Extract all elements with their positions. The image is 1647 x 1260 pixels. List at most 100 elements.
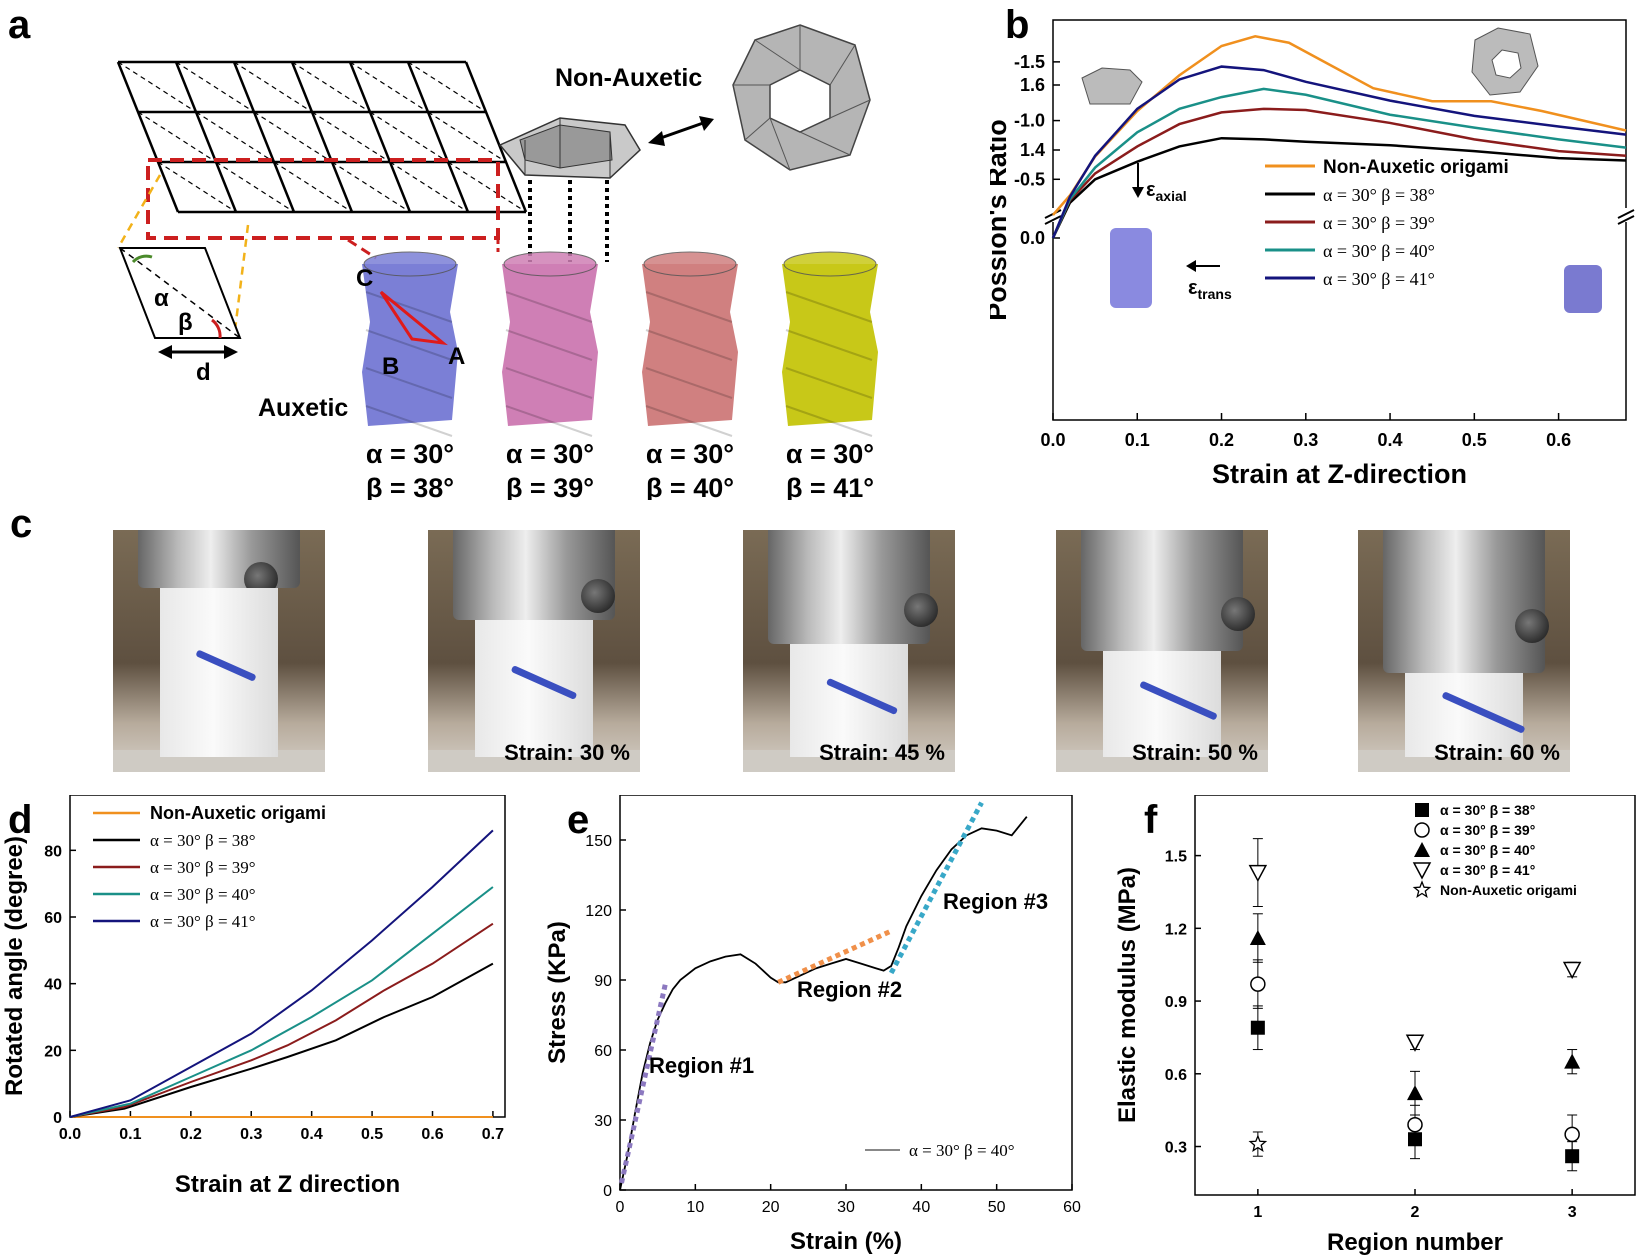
strain-caption: Strain: 60 % bbox=[1434, 740, 1560, 765]
data-point-series-3 bbox=[1249, 930, 1266, 946]
x-axis-label: Region number bbox=[1327, 1229, 1503, 1256]
crease-diagonal bbox=[215, 161, 295, 213]
tube-top bbox=[783, 251, 877, 277]
y-tick-label: 30 bbox=[594, 1113, 612, 1130]
x-tick-label: 0.6 bbox=[421, 1126, 443, 1143]
tube-top bbox=[363, 251, 457, 277]
y-tick-label: 0 bbox=[603, 1183, 612, 1200]
compression-photo-1 bbox=[113, 530, 325, 772]
press-bolt bbox=[1221, 596, 1256, 631]
y-tick-label: 120 bbox=[585, 903, 612, 920]
modulus-chart: 1 2 3 0.3 0.6 0.9 1.2 1.5 Region number Elastic m… bbox=[1114, 795, 1636, 1256]
crease-diagonal bbox=[331, 161, 411, 213]
crease-diagonal bbox=[389, 161, 469, 213]
crease-diagonal bbox=[175, 61, 255, 113]
x-tick-label: 0.2 bbox=[1209, 430, 1234, 450]
unit-cell-guide-right bbox=[233, 224, 250, 331]
tube-fold bbox=[365, 291, 453, 323]
x-tick-label: 10 bbox=[686, 1199, 704, 1216]
origami-specimen bbox=[1404, 672, 1524, 758]
compression-photo-3: Strain: 45 % bbox=[743, 530, 955, 772]
selection-guide-red bbox=[347, 238, 377, 260]
x-tick-label: 0.4 bbox=[1378, 430, 1403, 450]
x-tick-label: 0.7 bbox=[482, 1126, 504, 1143]
crease-v bbox=[174, 61, 238, 213]
y-tick-label: 1.6 bbox=[1020, 75, 1045, 95]
double-arrow bbox=[648, 116, 714, 146]
crease-v bbox=[116, 61, 180, 213]
y-tick-label: 0.6 bbox=[1165, 1067, 1187, 1084]
panel-label-a: a bbox=[8, 3, 31, 47]
x-tick-label: 3 bbox=[1568, 1204, 1577, 1221]
axis-break-mark bbox=[1617, 215, 1635, 225]
crease-diagonal bbox=[291, 61, 371, 113]
y-tick-label: 0.3 bbox=[1165, 1140, 1187, 1157]
data-point-series-1 bbox=[1250, 1020, 1265, 1035]
vertex-label-a: A bbox=[448, 343, 465, 370]
tube-alpha-label: α = 30° bbox=[646, 439, 734, 469]
x-tick-label: 0.0 bbox=[59, 1126, 81, 1143]
data-point-series-4 bbox=[1248, 864, 1268, 883]
crease-pattern bbox=[116, 60, 528, 214]
poisson-chart: 0.0 0.1 0.2 0.3 0.4 0.5 0.6 1.4 1.6 0.0 -0.5 -1.0 -1… bbox=[990, 19, 1635, 489]
panel-label-e: e bbox=[567, 798, 589, 842]
legend-label: α = 30° β = 41° bbox=[150, 912, 256, 931]
legend-marker bbox=[1412, 862, 1432, 880]
axial-subscript: axial bbox=[1156, 188, 1187, 204]
tube-fold bbox=[505, 291, 593, 323]
beta-label: β bbox=[178, 309, 193, 336]
legend-label: α = 30° β = 39° bbox=[150, 858, 256, 877]
crease-diagonal bbox=[137, 111, 217, 163]
press-plate bbox=[768, 530, 930, 644]
y-tick-label: 20 bbox=[44, 1043, 62, 1060]
tube-fold bbox=[645, 405, 733, 437]
axis-break-mark bbox=[1617, 209, 1635, 219]
crease-diagonal bbox=[117, 61, 197, 113]
selection-box bbox=[146, 158, 500, 240]
legend-marker bbox=[1414, 822, 1430, 838]
strain-caption: Strain: 50 % bbox=[1132, 740, 1258, 765]
folded-origami-icon bbox=[1081, 67, 1143, 105]
legend-label: Non-Auxetic origami bbox=[150, 803, 326, 823]
ring-icon-hole bbox=[1491, 49, 1522, 79]
crease-diagonal bbox=[233, 61, 313, 113]
auxetic-tube-icon bbox=[1110, 228, 1152, 308]
x-axis-label: Strain at Z direction bbox=[175, 1171, 400, 1198]
tube-alpha-label: α = 30° bbox=[786, 439, 874, 469]
legend-label: Non-Auxetic origami bbox=[1323, 157, 1509, 178]
tube-fold bbox=[365, 405, 453, 437]
y-axis-label: Rotated angle (degree) bbox=[1, 836, 28, 1096]
tube-fold bbox=[365, 329, 453, 361]
panel-b: b 0.0 0.1 0.2 0.3 0.4 0.5 0.6 1.4 1.6 0.0 -0.5 -1.0… bbox=[990, 3, 1635, 489]
non-auxetic-label: Non-Auxetic bbox=[555, 64, 702, 92]
tube-fold bbox=[785, 291, 873, 323]
axis-break-mark bbox=[1044, 215, 1062, 225]
folded-origami-side bbox=[498, 117, 641, 179]
data-point-series-2 bbox=[1250, 976, 1266, 992]
y-tick-label: 0 bbox=[53, 1110, 62, 1127]
series-line-4 bbox=[69, 886, 494, 1118]
x-tick-label: 0.3 bbox=[240, 1126, 262, 1143]
tube-beta-label: β = 38° bbox=[366, 473, 454, 500]
panel-label-f: f bbox=[1144, 798, 1158, 842]
legend-label: α = 30° β = 39° bbox=[1440, 822, 1535, 838]
y-tick-label: -1.5 bbox=[1014, 52, 1045, 72]
d-arrowhead-left bbox=[158, 345, 172, 359]
crease-v bbox=[232, 61, 296, 213]
data-point-series-1 bbox=[1565, 1149, 1580, 1164]
crease-v bbox=[464, 61, 528, 213]
fit-line-2 bbox=[777, 928, 893, 985]
legend-label: α = 30° β = 40° bbox=[1440, 842, 1535, 858]
tube-fold bbox=[645, 291, 733, 323]
d-arrowhead-right bbox=[224, 345, 238, 359]
legend-label: Non-Auxetic origami bbox=[1440, 882, 1577, 898]
crease-diagonal bbox=[253, 111, 333, 163]
x-tick-label: 0.3 bbox=[1293, 430, 1318, 450]
origami-specimen bbox=[1102, 651, 1222, 758]
stress-curve bbox=[619, 816, 1028, 1191]
x-tick-label: 50 bbox=[988, 1199, 1006, 1216]
vertex-label-c: C bbox=[356, 265, 373, 292]
x-tick-label: 0.0 bbox=[1040, 430, 1065, 450]
y-tick-label: 40 bbox=[44, 977, 62, 994]
legend-label: α = 30° β = 38° bbox=[150, 831, 256, 850]
